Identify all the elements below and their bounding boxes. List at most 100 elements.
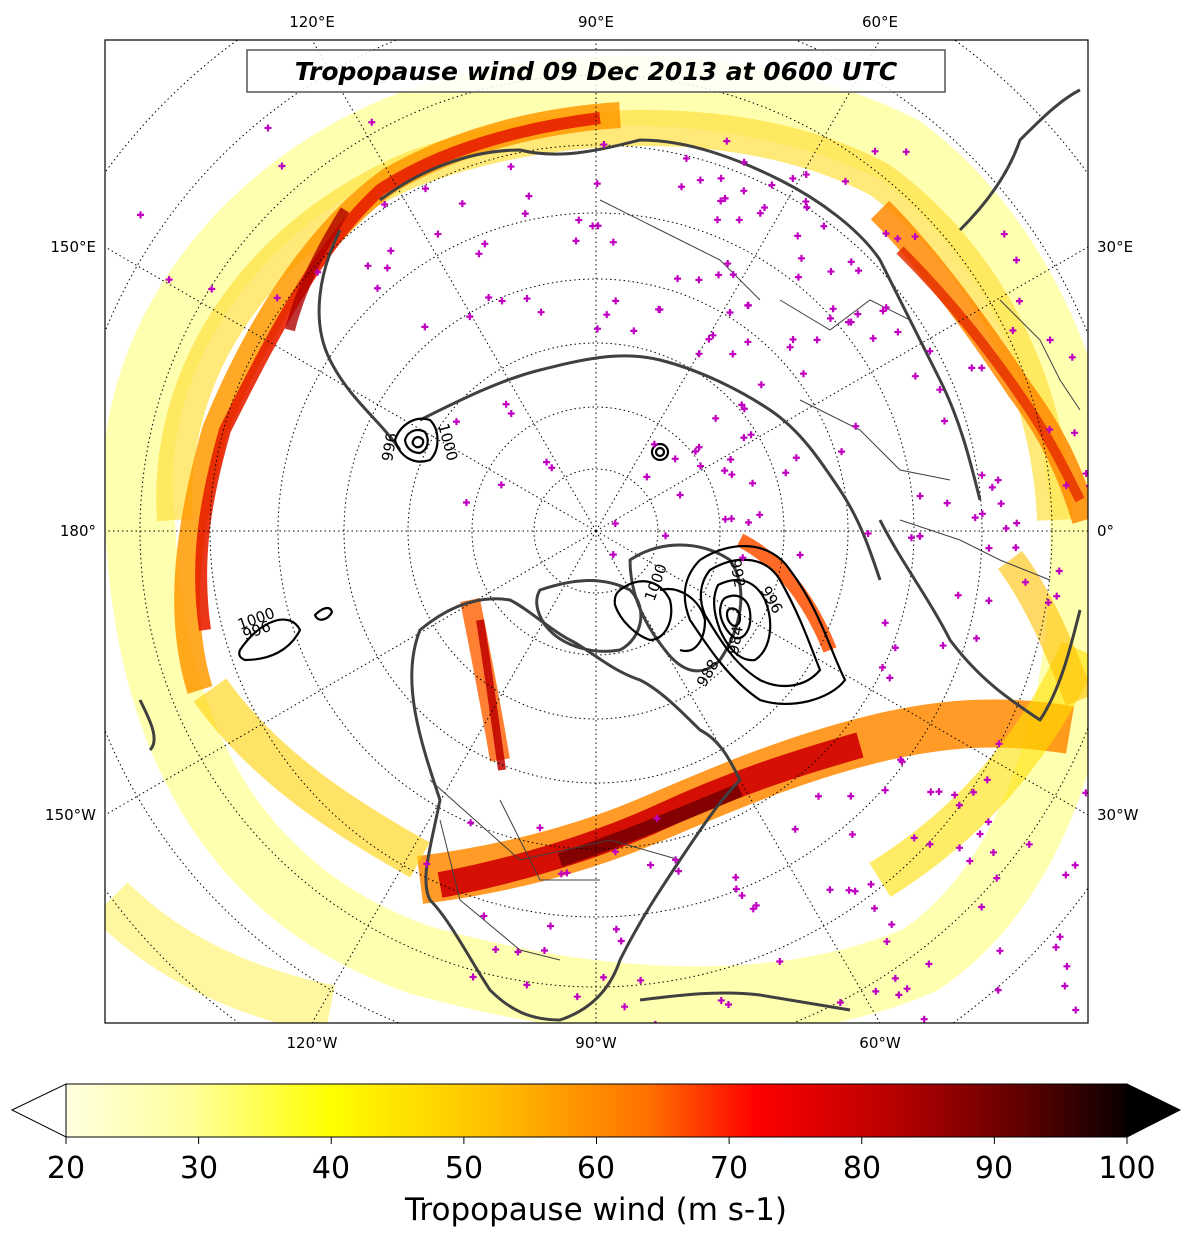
station-marker	[738, 892, 746, 900]
station-marker	[715, 271, 723, 279]
station-marker	[895, 991, 903, 999]
station-marker	[851, 887, 859, 895]
station-marker	[1071, 429, 1079, 437]
lon-label-left: 180°	[60, 522, 96, 540]
station-marker	[749, 905, 757, 913]
station-marker	[738, 401, 746, 409]
station-marker	[593, 180, 601, 188]
station-marker	[1091, 960, 1098, 967]
station-marker	[973, 634, 981, 642]
station-marker	[735, 216, 743, 224]
station-marker	[264, 124, 272, 132]
station-marker	[1154, 304, 1161, 311]
station-marker	[1172, 531, 1179, 538]
station-marker	[920, 1015, 928, 1023]
station-marker	[829, 305, 837, 313]
station-marker	[643, 473, 651, 481]
station-marker	[847, 258, 855, 266]
station-marker	[872, 987, 880, 995]
station-marker	[540, 946, 548, 954]
station-marker	[951, 791, 959, 799]
map-title: Tropopause wind 09 Dec 2013 at 0600 UTC	[295, 57, 898, 86]
station-marker	[813, 336, 821, 344]
stations	[137, 118, 1190, 1031]
station-marker	[927, 788, 935, 796]
station-marker	[902, 148, 910, 156]
station-marker	[1129, 1018, 1136, 1025]
station-marker	[997, 500, 1005, 508]
station-marker	[740, 187, 748, 195]
station-marker	[674, 275, 682, 283]
colorbar-tick-label: 60	[577, 1151, 615, 1186]
station-marker	[603, 311, 611, 319]
station-marker	[916, 492, 924, 500]
station-marker	[941, 417, 949, 425]
station-marker	[696, 176, 704, 184]
station-marker	[845, 886, 853, 894]
station-marker	[1161, 358, 1168, 365]
borders	[429, 199, 1081, 961]
station-marker	[621, 1003, 629, 1011]
station-marker	[547, 922, 555, 930]
station-marker	[1123, 939, 1130, 946]
lon-label-right: 30°W	[1097, 806, 1139, 824]
station-marker	[1128, 507, 1135, 514]
station-marker	[749, 479, 757, 487]
station-marker	[910, 834, 918, 842]
station-marker	[1012, 544, 1020, 552]
station-marker	[994, 476, 1002, 484]
station-marker	[756, 511, 764, 519]
station-marker	[374, 284, 382, 292]
station-marker	[573, 993, 581, 1001]
station-marker	[713, 216, 721, 224]
station-marker	[855, 267, 863, 275]
station-marker	[1178, 248, 1185, 255]
station-marker	[475, 250, 483, 258]
station-marker	[881, 619, 889, 627]
station-marker	[744, 338, 752, 346]
station-marker	[678, 183, 686, 191]
station-marker	[993, 874, 1001, 882]
station-marker	[729, 271, 737, 279]
station-marker	[802, 171, 810, 179]
station-marker	[1062, 871, 1070, 879]
station-marker	[792, 454, 800, 462]
station-marker	[1046, 336, 1054, 344]
station-marker	[1056, 933, 1064, 941]
lon-label-top: 60°E	[862, 13, 898, 31]
station-marker	[609, 238, 617, 246]
station-marker	[314, 268, 322, 276]
station-marker	[458, 200, 466, 208]
station-marker	[1183, 176, 1190, 183]
colorbar-tick-label: 50	[445, 1151, 483, 1186]
station-marker	[911, 233, 919, 241]
colorbar-extend-low	[10, 1083, 67, 1138]
station-marker	[969, 788, 977, 796]
station-marker	[671, 455, 679, 463]
lon-label-left: 150°E	[50, 238, 96, 256]
station-marker	[137, 211, 145, 219]
colorbar-tick-label: 90	[975, 1151, 1013, 1186]
station-marker	[612, 925, 620, 933]
station-marker	[978, 903, 986, 911]
station-marker	[775, 1024, 782, 1031]
title-box: Tropopause wind 09 Dec 2013 at 0600 UTC	[246, 49, 946, 93]
pressure-contours	[238, 417, 847, 705]
station-marker	[776, 957, 784, 965]
station-marker	[723, 137, 731, 145]
station-marker	[789, 335, 797, 343]
station-marker	[845, 318, 853, 326]
station-marker	[600, 141, 608, 149]
station-marker	[926, 347, 934, 355]
station-marker	[543, 458, 551, 466]
station-marker	[1044, 599, 1052, 607]
station-marker	[984, 818, 992, 826]
station-marker	[536, 824, 544, 832]
station-marker	[1002, 524, 1010, 532]
station-marker	[796, 551, 804, 559]
station-marker	[485, 294, 493, 302]
station-marker	[883, 938, 891, 946]
station-marker	[791, 825, 799, 833]
station-marker	[1013, 519, 1021, 527]
